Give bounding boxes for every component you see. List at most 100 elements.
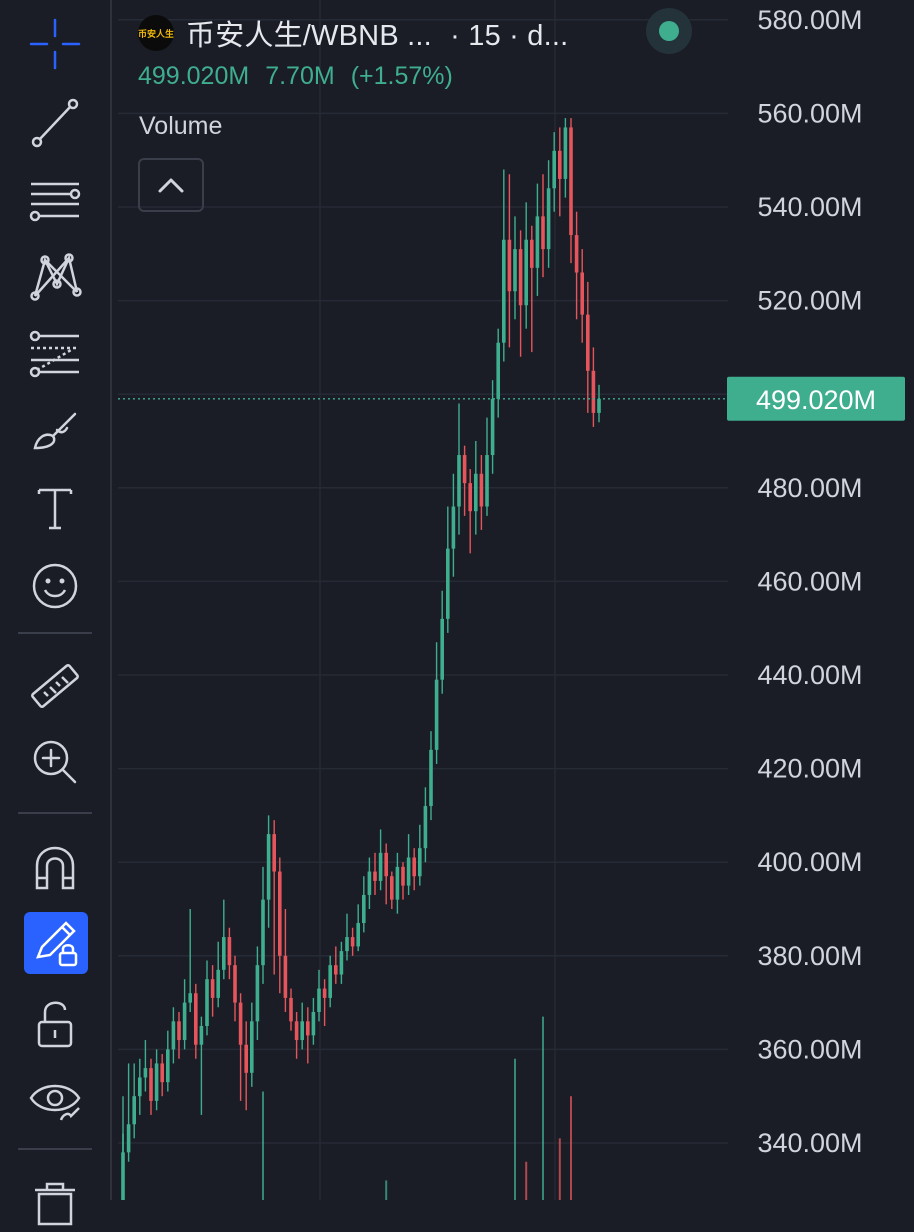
volume-bars [122, 1016, 572, 1200]
horizontal-lines-tool-button[interactable] [20, 168, 90, 232]
unlock-tool-button[interactable] [20, 992, 90, 1056]
volume-indicator-label[interactable]: Volume [139, 112, 223, 140]
market-status-indicator[interactable] [646, 8, 692, 54]
candle-body [143, 1068, 148, 1078]
quote-line: 499.020M 7.70M (+1.57%) [138, 62, 453, 91]
candle-body [289, 997, 293, 1022]
price-axis-tick-label: 340.00M [757, 1128, 862, 1158]
candle-body [222, 937, 226, 970]
candle-body [356, 923, 360, 947]
price-axis-tick-label: 560.00M [757, 98, 862, 128]
candle-body [513, 249, 517, 292]
candle-body [199, 1026, 204, 1045]
candle-body [306, 1021, 310, 1036]
collapse-indicators-button[interactable] [138, 158, 204, 212]
lock-drawing-icon [36, 921, 78, 967]
last-price-value: 499.020M [138, 62, 250, 90]
candle-body [300, 1021, 304, 1041]
candle-body [474, 473, 478, 512]
candle-body [317, 988, 321, 1012]
text-icon [37, 488, 73, 530]
candle-body [227, 937, 232, 966]
measure-tool-button[interactable] [20, 654, 90, 718]
candle-body [569, 127, 573, 236]
price-axis-tick-label: 480.00M [757, 473, 862, 503]
candle-body [278, 871, 282, 956]
toolbar-divider [18, 812, 92, 814]
candle-body [216, 969, 220, 998]
candle-body [311, 1011, 316, 1036]
candle-body [367, 871, 372, 895]
emoji-tool-button[interactable] [20, 552, 90, 616]
candle-body [412, 857, 416, 877]
candle-body [238, 1002, 243, 1045]
price-axis: 340.00M 360.00M 380.00M 400.00M 420.00M 440.0… [727, 5, 905, 1158]
symbol-header[interactable]: 币安人生 币安人生/WBNB ... · 15 · d... [138, 10, 568, 56]
fib-retracement-tool-button[interactable] [20, 322, 90, 386]
candle-body [401, 866, 405, 886]
zoom-in-icon [33, 740, 77, 784]
candle-body [434, 679, 439, 750]
price-axis-tick-label: 400.00M [757, 847, 862, 877]
candle-body [586, 314, 590, 371]
chart-interval: · 15 · d... [450, 20, 569, 52]
candle-body [384, 852, 388, 877]
price-chart[interactable]: 340.00M 360.00M 380.00M 400.00M 420.00M 440.0… [0, 0, 914, 1200]
candle-body [507, 239, 512, 292]
candle-body [350, 937, 355, 947]
candle-body [250, 1021, 254, 1073]
candle-body [440, 618, 444, 680]
candle-body [552, 150, 556, 189]
symbol-name: 币安人生/WBNB ... [186, 20, 432, 52]
candle-body [177, 1021, 181, 1041]
last-price-axis-label: 499.020M [756, 385, 876, 415]
candle-body [490, 398, 495, 456]
candle-body [334, 965, 338, 975]
magnet-icon [35, 846, 75, 890]
candle-body [266, 834, 271, 900]
lock-drawing-tool-button[interactable] [24, 912, 88, 974]
candle-body [210, 979, 215, 998]
brush-tool-button[interactable] [20, 398, 90, 462]
candle-body [283, 955, 288, 998]
candle-body [233, 965, 237, 1003]
hide-drawings-tool-button[interactable] [20, 1068, 90, 1132]
zoom-tool-button[interactable] [20, 730, 90, 794]
price-change-percent: (+1.57%) [350, 62, 453, 90]
brush-icon [33, 412, 77, 450]
price-axis-tick-label: 580.00M [757, 5, 862, 35]
candle-body [378, 852, 383, 881]
candle-body [518, 249, 523, 306]
candle-body [451, 506, 456, 549]
candle-body [149, 1068, 153, 1101]
candle-body [205, 979, 209, 1026]
candle-body [138, 1077, 142, 1097]
price-axis-tick-label: 360.00M [757, 1034, 862, 1064]
candle-body [244, 1044, 248, 1073]
chart-grid [118, 0, 728, 1200]
candle-body [574, 235, 579, 273]
candle-body [563, 127, 568, 179]
candle-body [132, 1096, 136, 1125]
symbol-title[interactable]: 币安人生/WBNB ... · 15 · d... [186, 12, 568, 54]
candle-body [362, 894, 366, 924]
candle-body [255, 965, 260, 1022]
crosshair-tool-button[interactable] [20, 12, 90, 76]
price-axis-tick-label: 520.00M [757, 286, 862, 316]
price-axis-tick-label: 460.00M [757, 566, 862, 596]
candle-body [468, 483, 472, 512]
fib-retracement-icon [29, 330, 79, 378]
candle-body [429, 749, 433, 807]
candle-body [154, 1063, 159, 1101]
price-axis-tick-label: 380.00M [757, 941, 862, 971]
candle-body [406, 857, 411, 886]
toolbar-divider [18, 632, 92, 634]
candle-body [126, 1124, 131, 1153]
text-tool-button[interactable] [20, 476, 90, 540]
emoji-icon [32, 563, 78, 609]
trend-line-tool-button[interactable] [20, 90, 90, 154]
pattern-tool-button[interactable] [20, 244, 90, 308]
candle-body [496, 342, 500, 399]
candle-body [166, 1049, 170, 1083]
magnet-tool-button[interactable] [20, 834, 90, 898]
